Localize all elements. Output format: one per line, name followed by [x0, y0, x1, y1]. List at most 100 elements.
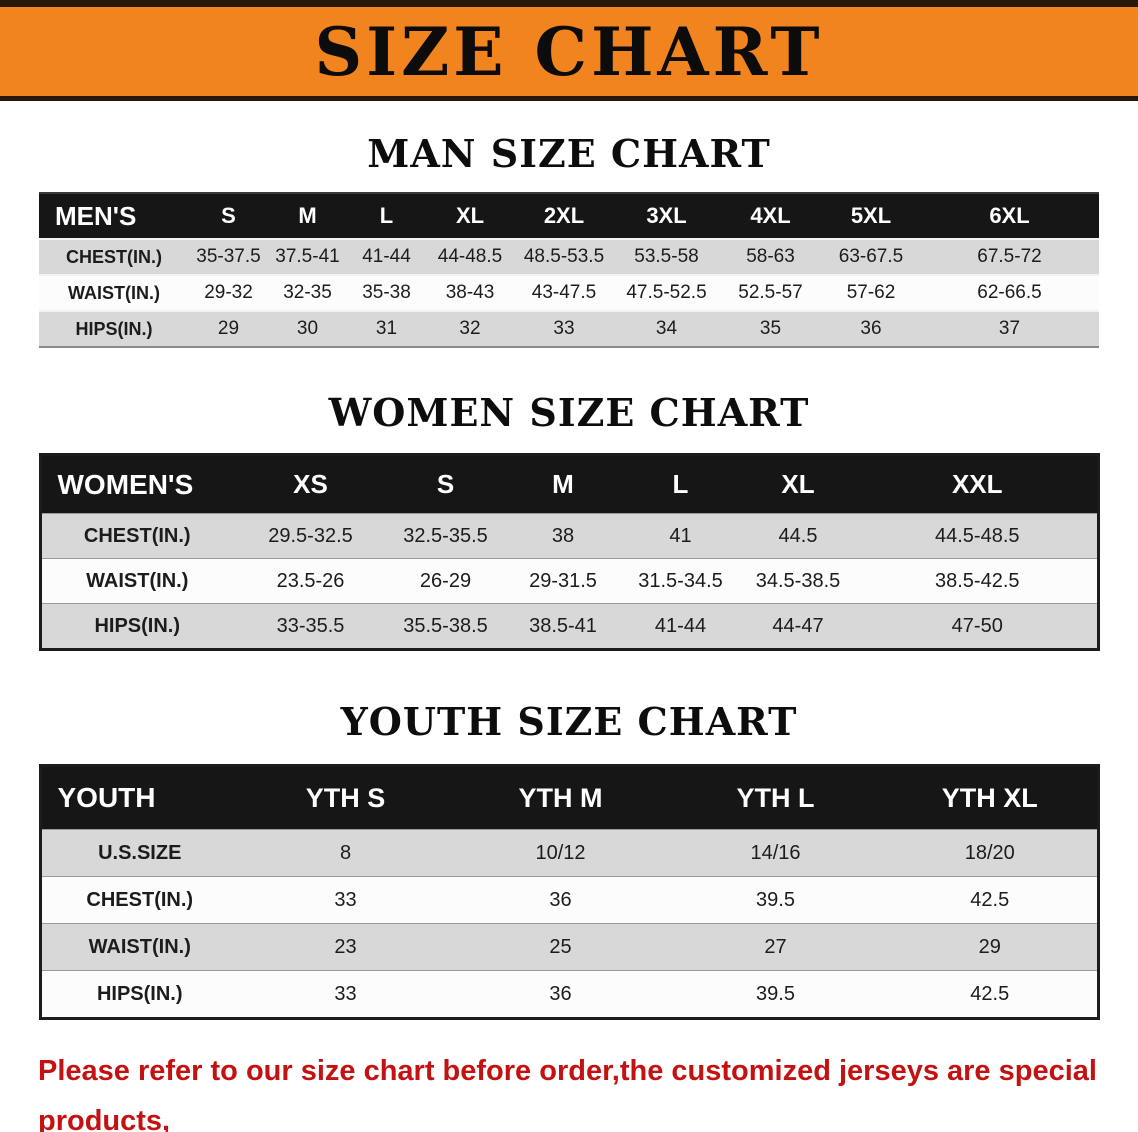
column-header: YTH L — [668, 765, 883, 830]
cell-value: 32.5-35.5 — [403, 524, 488, 547]
column-header: M — [268, 193, 347, 239]
men-table-title: MEN'S — [39, 193, 189, 239]
cell-value: 44-47 — [772, 614, 824, 637]
youth-size-table: YOUTH YTH S YTH M YTH L YTH XL U.S.SIZE … — [38, 764, 1100, 1020]
column-header: 2XL — [514, 193, 614, 239]
row-label: CHEST(IN.) — [83, 524, 191, 547]
table-row: CHEST(IN.) 29.5-32.5 32.5-35.5 38 41 44.… — [40, 513, 1098, 559]
cell-value: 31.5-34.5 — [638, 569, 723, 592]
cell-value: 35 — [759, 318, 782, 339]
row-label: HIPS(IN.) — [94, 614, 181, 637]
table-header-row: MEN'S S M L XL 2XL 3XL 4XL 5XL 6XL — [39, 193, 1099, 239]
cell-value: 27 — [764, 935, 787, 958]
table-row: HIPS(IN.) 29 30 31 32 33 34 35 36 37 — [39, 311, 1099, 347]
column-header: XXL — [858, 454, 1098, 514]
cell-value: 67.5-72 — [977, 246, 1042, 267]
cell-value: 57-62 — [846, 282, 896, 303]
table-row: HIPS(IN.) 33 36 39.5 42.5 — [40, 970, 1098, 1019]
column-header: XL — [738, 454, 858, 514]
cell-value: 41 — [669, 524, 692, 547]
column-header: 4XL — [719, 193, 822, 239]
table-row: WAIST(IN.) 23.5-26 26-29 29-31.5 31.5-34… — [40, 558, 1098, 604]
youth-section-heading: YOUTH SIZE CHART — [340, 699, 798, 744]
column-header: L — [623, 454, 738, 514]
column-header: YTH S — [238, 765, 453, 830]
men-size-table: MEN'S S M L XL 2XL 3XL 4XL 5XL 6XL CHEST… — [39, 192, 1099, 348]
cell-value: 36 — [549, 888, 572, 911]
column-header: L — [347, 193, 426, 239]
women-table-title: WOMEN'S — [40, 454, 233, 514]
table-row: WAIST(IN.) 23 25 27 29 — [40, 923, 1098, 971]
column-header: 5XL — [822, 193, 920, 239]
cell-value: 38.5-41 — [529, 614, 597, 637]
table-row: HIPS(IN.) 33-35.5 35.5-38.5 38.5-41 41-4… — [40, 603, 1098, 650]
cell-value: 38-43 — [445, 282, 495, 303]
cell-value: 33 — [553, 318, 575, 339]
cell-value: 29.5-32.5 — [268, 524, 353, 547]
women-section-heading: WOMEN SIZE CHART — [328, 390, 810, 435]
disclaimer-line-1: Please refer to our size chart before or… — [38, 1055, 1097, 1132]
cell-value: 36 — [860, 318, 882, 339]
cell-value: 29-31.5 — [529, 569, 597, 592]
row-label: U.S.SIZE — [98, 841, 182, 864]
cell-value: 33 — [334, 888, 357, 911]
cell-value: 8 — [339, 841, 352, 864]
column-header: 3XL — [614, 193, 719, 239]
cell-value: 36 — [549, 982, 572, 1005]
cell-value: 37.5-41 — [275, 246, 340, 267]
column-header: S — [388, 454, 503, 514]
banner: SIZE CHART — [0, 0, 1138, 101]
men-section-heading: MAN SIZE CHART — [367, 131, 771, 176]
table-row: CHEST(IN.) 33 36 39.5 42.5 — [40, 876, 1098, 924]
cell-value: 33 — [334, 982, 357, 1005]
cell-value: 14/16 — [750, 841, 801, 864]
column-header: 6XL — [920, 193, 1099, 239]
row-label: WAIST(IN.) — [86, 569, 189, 592]
cell-value: 52.5-57 — [738, 282, 803, 303]
column-header: M — [503, 454, 623, 514]
cell-value: 29-32 — [204, 282, 253, 303]
table-header-row: WOMEN'S XS S M L XL XXL — [40, 454, 1098, 514]
cell-value: 26-29 — [419, 569, 472, 592]
cell-value: 31 — [375, 318, 398, 339]
cell-value: 32-35 — [283, 282, 332, 303]
cell-value: 34.5-38.5 — [755, 569, 841, 592]
cell-value: 23 — [334, 935, 357, 958]
row-label: WAIST(IN.) — [68, 282, 160, 303]
women-size-table: WOMEN'S XS S M L XL XXL CHEST(IN.) 29.5-… — [38, 453, 1100, 651]
cell-value: 43-47.5 — [531, 282, 597, 303]
cell-value: 33-35.5 — [276, 614, 345, 637]
row-label: HIPS(IN.) — [96, 982, 183, 1005]
cell-value: 35.5-38.5 — [403, 614, 488, 637]
cell-value: 39.5 — [756, 888, 795, 911]
cell-value: 35-37.5 — [196, 246, 261, 267]
cell-value: 18/20 — [964, 841, 1015, 864]
cell-value: 37 — [998, 318, 1021, 339]
cell-value: 25 — [549, 935, 572, 958]
cell-value: 53.5-58 — [634, 246, 699, 267]
cell-value: 32 — [459, 318, 481, 339]
cell-value: 42.5 — [970, 888, 1010, 911]
cell-value: 42.5 — [970, 982, 1010, 1005]
cell-value: 10/12 — [535, 841, 586, 864]
cell-value: 41-44 — [654, 614, 707, 637]
cell-value: 58-63 — [746, 246, 795, 267]
cell-value: 38.5-42.5 — [934, 569, 1020, 592]
row-label: HIPS(IN.) — [75, 318, 153, 339]
page-title: SIZE CHART — [314, 12, 824, 91]
cell-value: 29 — [217, 318, 240, 339]
row-label: CHEST(IN.) — [86, 888, 194, 911]
cell-value: 35-38 — [362, 282, 411, 303]
cell-value: 41-44 — [362, 246, 411, 267]
cell-value: 48.5-53.5 — [523, 246, 605, 267]
cell-value: 44.5 — [778, 524, 818, 547]
cell-value: 38 — [551, 524, 575, 547]
disclaimer-text: Please refer to our size chart before or… — [38, 1046, 1100, 1132]
table-row: U.S.SIZE 8 10/12 14/16 18/20 — [40, 829, 1098, 877]
youth-table-title: YOUTH — [40, 765, 238, 830]
cell-value: 39.5 — [756, 982, 795, 1005]
table-row: CHEST(IN.) 35-37.5 37.5-41 41-44 44-48.5… — [39, 239, 1099, 275]
cell-value: 30 — [296, 318, 319, 339]
cell-value: 47.5-52.5 — [626, 282, 707, 303]
